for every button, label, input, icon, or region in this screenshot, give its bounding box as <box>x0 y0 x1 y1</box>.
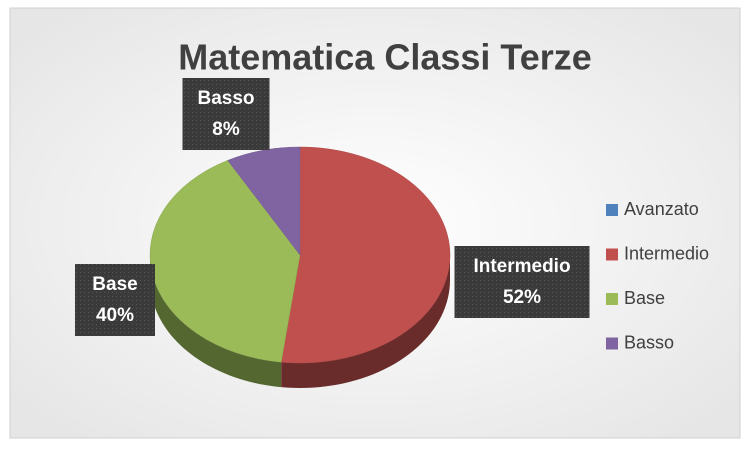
data-label-value: 52% <box>503 287 541 308</box>
slice-side <box>281 255 450 388</box>
legend-swatch <box>606 204 618 216</box>
legend-label: Basso <box>624 332 674 352</box>
data-label-value: 40% <box>96 305 134 326</box>
slice-top <box>227 146 301 256</box>
chart-title: Matematica Classi Terze <box>178 37 592 78</box>
slice-top <box>280 146 451 364</box>
legend-label: Base <box>624 288 665 308</box>
pie-slice <box>280 146 451 388</box>
data-label-value: 8% <box>212 119 240 140</box>
legend-swatch <box>606 337 618 350</box>
legend-swatch <box>606 293 618 305</box>
data-label-name: Base <box>92 274 137 295</box>
data-label-box <box>75 264 155 336</box>
data-label-name: Basso <box>197 88 254 109</box>
data-label-box <box>454 246 590 318</box>
legend-label: Avanzato <box>624 199 699 219</box>
legend-swatch <box>606 248 618 261</box>
pie-slice <box>149 160 301 388</box>
data-label-box <box>182 78 270 150</box>
pie-slice <box>227 146 301 256</box>
legend-label: Intermedio <box>624 243 709 263</box>
data-label-name: Intermedio <box>473 256 570 277</box>
slice-side <box>150 255 282 388</box>
